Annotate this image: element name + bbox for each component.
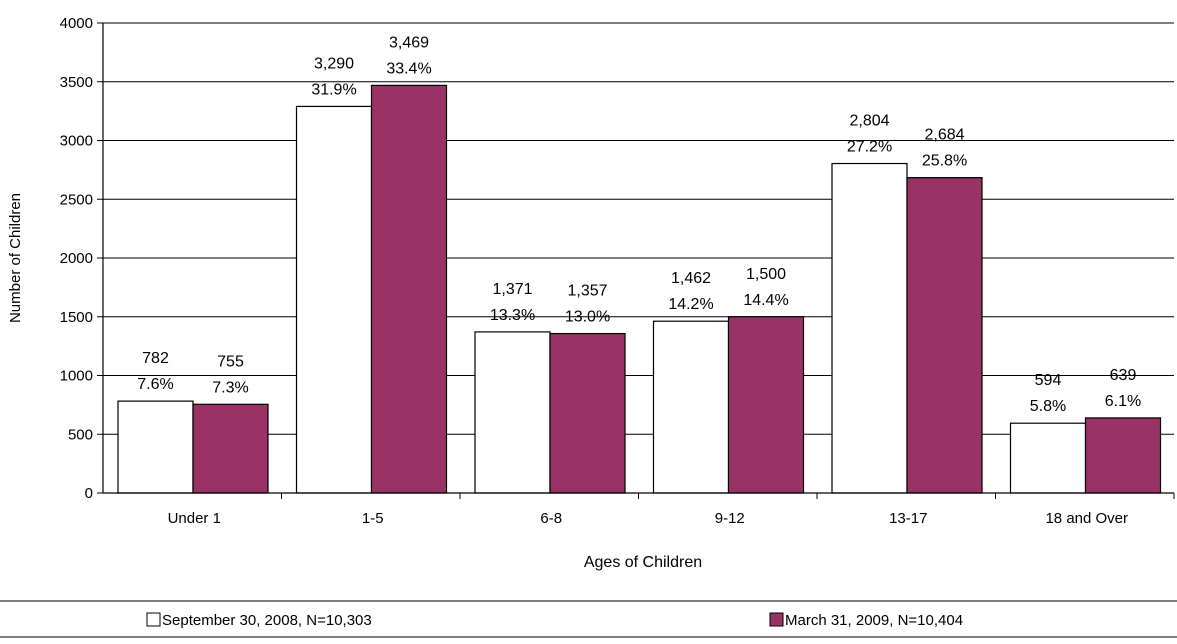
data-label-value: 3,469 xyxy=(389,34,429,51)
legend-label: March 31, 2009, N=10,404 xyxy=(785,612,963,629)
data-label-percent: 33.4% xyxy=(386,60,431,77)
data-label-value: 639 xyxy=(1110,367,1137,384)
data-label-value: 2,804 xyxy=(849,113,889,130)
x-tick-label: 13-17 xyxy=(889,510,927,527)
bars xyxy=(117,84,1162,494)
data-label-percent: 5.8% xyxy=(1030,398,1066,415)
y-tick-label: 3500 xyxy=(60,74,93,91)
bar-september-2008 xyxy=(831,162,908,494)
legend-swatch xyxy=(769,612,784,627)
y-tick-label: 2000 xyxy=(60,250,93,267)
y-tick-label: 3000 xyxy=(60,133,93,150)
data-labels: 782 7.6% 755 7.3% 3,290 31.9% 3,469 33.4% 1,371 1… xyxy=(137,34,1141,415)
data-label-value: 782 xyxy=(142,350,169,367)
data-label-percent: 31.9% xyxy=(311,81,356,98)
bar-march-2009 xyxy=(1084,417,1162,494)
data-label-percent: 14.2% xyxy=(668,296,713,313)
gridlines xyxy=(103,22,1174,435)
data-label-percent: 7.3% xyxy=(212,379,248,396)
data-label-percent: 25.8% xyxy=(922,153,967,170)
x-tick-label: Under 1 xyxy=(168,510,221,527)
legend-label: September 30, 2008, N=10,303 xyxy=(162,612,372,629)
data-label-value: 594 xyxy=(1035,372,1062,389)
y-axis-label: Number of Children xyxy=(7,193,24,323)
x-axis-label: Ages of Children xyxy=(584,554,702,571)
y-tick-label: 1000 xyxy=(60,368,93,385)
data-label-percent: 7.6% xyxy=(137,376,173,393)
y-tick-label: 0 xyxy=(85,485,93,502)
data-label-value: 755 xyxy=(217,353,244,370)
data-label-value: 3,290 xyxy=(314,55,354,72)
bar-march-2009 xyxy=(370,84,448,494)
y-tick-label: 500 xyxy=(68,426,93,443)
bar-march-2009 xyxy=(549,332,626,494)
axes: 0 500 1000 1500 2000 2500 3000 3500 4000 Under 1 1… xyxy=(60,15,1175,527)
y-tick-label: 2500 xyxy=(60,191,93,208)
bar-september-2008 xyxy=(1009,422,1087,494)
y-tick-label: 1500 xyxy=(60,309,93,326)
data-label-percent: 27.2% xyxy=(847,139,892,156)
data-label-percent: 13.0% xyxy=(565,309,610,326)
data-label-percent: 14.4% xyxy=(743,292,788,309)
x-tick-label: 1-5 xyxy=(362,510,384,527)
legend-swatch xyxy=(146,612,161,627)
data-label-value: 1,462 xyxy=(671,270,711,287)
x-tick-label: 9-12 xyxy=(715,510,745,527)
data-label-percent: 6.1% xyxy=(1105,393,1141,410)
legend: September 30, 2008, N=10,303 March 31, 20… xyxy=(0,600,1177,638)
bar-september-2008 xyxy=(295,105,373,494)
y-tick-label: 4000 xyxy=(60,15,93,32)
x-tick-label: 6-8 xyxy=(540,510,562,527)
bar-september-2008 xyxy=(117,400,194,494)
bar-march-2009 xyxy=(192,403,269,494)
data-label-value: 1,357 xyxy=(567,283,607,300)
data-label-value: 2,684 xyxy=(924,127,964,144)
data-label-value: 1,371 xyxy=(492,281,532,298)
bar-march-2009 xyxy=(727,316,805,494)
bar-march-2009 xyxy=(906,177,983,494)
data-label-percent: 13.3% xyxy=(490,307,535,324)
x-tick-label: 18 and Over xyxy=(1045,510,1128,527)
bar-september-2008 xyxy=(652,320,730,494)
data-label-value: 1,500 xyxy=(746,266,786,283)
bar-september-2008 xyxy=(474,331,551,494)
